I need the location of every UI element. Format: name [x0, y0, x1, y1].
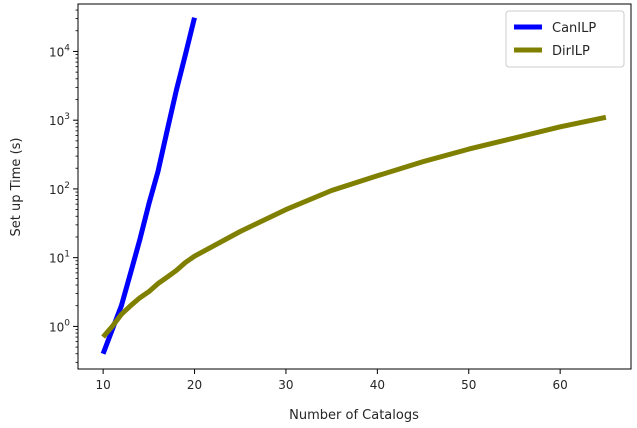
- x-tick-label: 20: [187, 378, 202, 392]
- series-line-dirilp: [101, 114, 607, 339]
- x-axis: 10 20 30 40 50 60: [95, 369, 568, 392]
- legend-label-dirilp: DirILP: [552, 44, 590, 59]
- y-axis: 100 101 102 103 104: [49, 9, 78, 363]
- plot-area: [77, 3, 632, 370]
- x-tick-label: 30: [278, 378, 293, 392]
- series-line-canilp: [100, 17, 197, 355]
- x-tick-label: 40: [370, 378, 385, 392]
- y-tick-label: 104: [49, 43, 70, 59]
- y-tick-label: 100: [49, 318, 70, 334]
- x-tick-label: 60: [553, 378, 568, 392]
- y-axis-label: Set up Time (s): [9, 138, 24, 237]
- series-layer: [100, 17, 607, 355]
- x-axis-label: Number of Catalogs: [289, 408, 419, 423]
- y-tick-label: 101: [49, 250, 70, 266]
- y-tick-label: 102: [49, 181, 70, 197]
- y-tick-label: 103: [49, 112, 70, 128]
- x-tick-label: 10: [95, 378, 110, 392]
- legend-label-canilp: CanILP: [552, 21, 596, 36]
- x-tick-label: 50: [461, 378, 476, 392]
- legend: CanILP DirILP: [505, 10, 625, 68]
